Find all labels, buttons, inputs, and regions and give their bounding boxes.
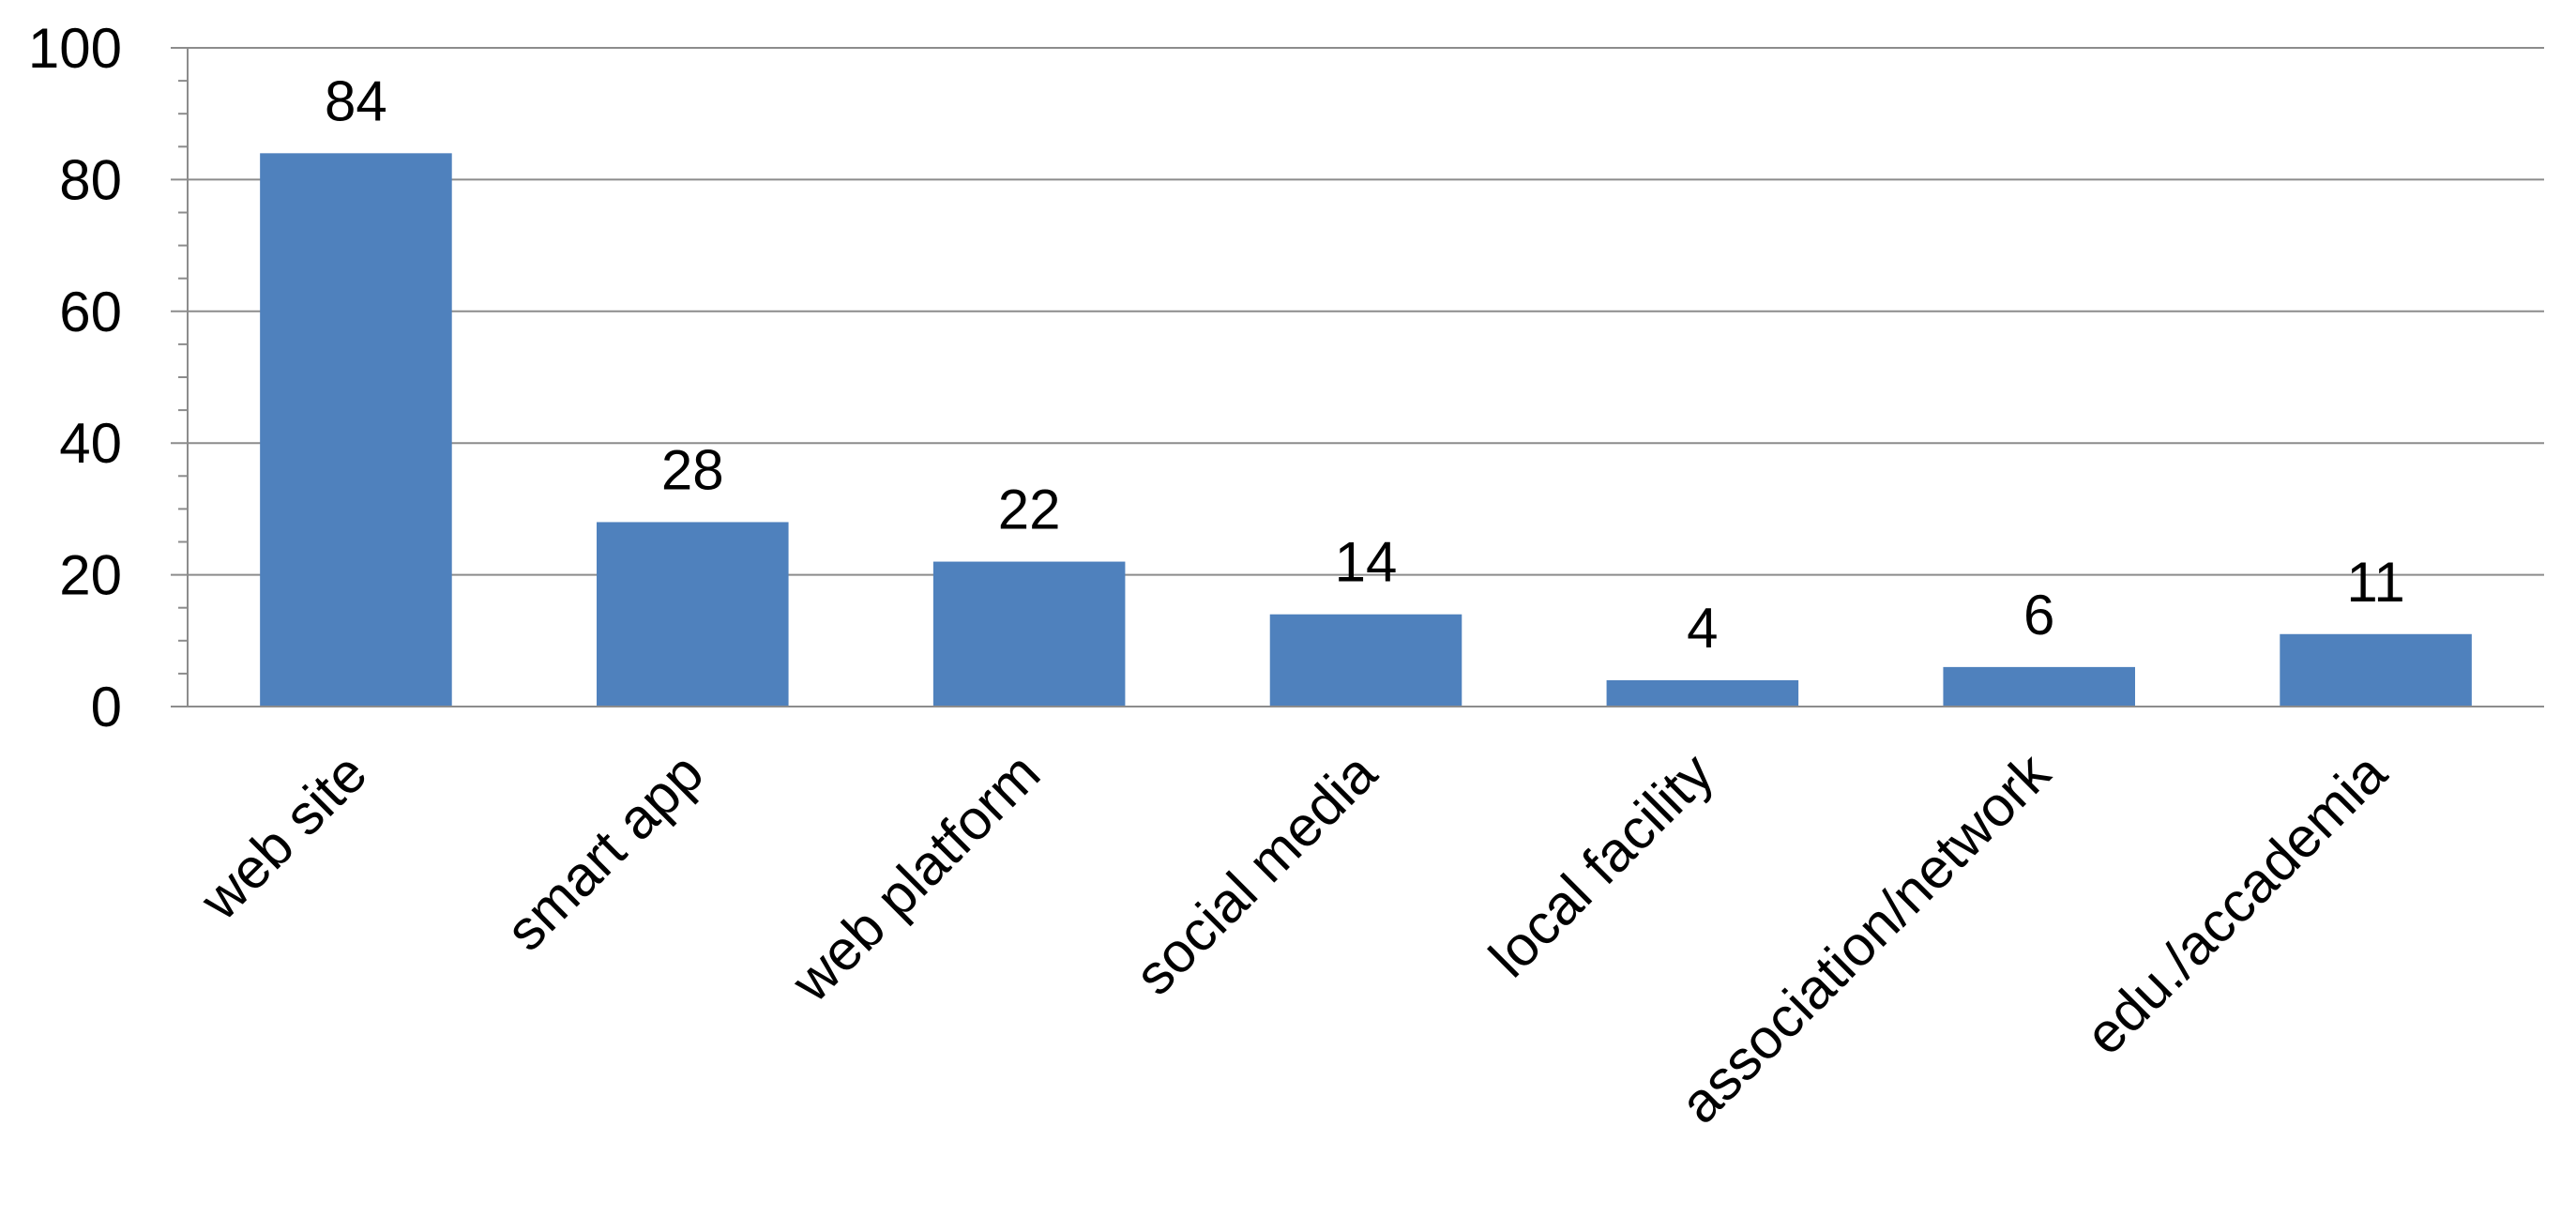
data-label: 84	[325, 69, 387, 132]
data-label: 4	[1687, 597, 1718, 660]
y-tick-label-0: 0	[91, 676, 122, 738]
x-category-label: association/network	[1668, 740, 2063, 1135]
x-category-label: social media	[1123, 740, 1389, 1007]
bar-web-site	[260, 153, 452, 707]
y-tick-label-20: 20	[59, 544, 122, 607]
x-category-label: web platform	[779, 741, 1052, 1014]
x-category-label: smart app	[493, 741, 715, 963]
gridlines	[188, 47, 2544, 576]
data-labels: 84 28 22 14 4 6 11	[325, 69, 2405, 660]
data-label: 28	[661, 438, 724, 501]
data-label: 6	[2023, 584, 2054, 646]
x-category-label: web site	[188, 741, 379, 933]
bar-local-facility	[1606, 679, 1799, 707]
bar-social-media	[1269, 614, 1462, 707]
y-tick-labels: 0 20 40 60 80 100	[28, 17, 122, 738]
x-category-label: local facility	[1477, 741, 1725, 989]
y-tick-label-60: 60	[59, 281, 122, 343]
minor-ticks	[178, 80, 188, 675]
data-label: 14	[1335, 531, 1398, 594]
data-label: 22	[998, 479, 1061, 541]
bar-edu-accademia	[2280, 633, 2472, 707]
y-tick-label-80: 80	[59, 148, 122, 211]
y-tick-label-100: 100	[28, 17, 122, 80]
x-category-labels: web site smart app web platform social medi…	[188, 740, 2399, 1135]
bars	[260, 153, 2472, 707]
y-tick-label-40: 40	[59, 412, 122, 475]
bar-association-network	[1943, 666, 2135, 707]
bar-web-platform	[932, 561, 1126, 707]
data-label: 11	[2346, 551, 2404, 614]
bar-smart-app	[597, 522, 789, 707]
axes	[171, 47, 2544, 707]
x-category-label: edu./accademia	[2073, 740, 2399, 1066]
